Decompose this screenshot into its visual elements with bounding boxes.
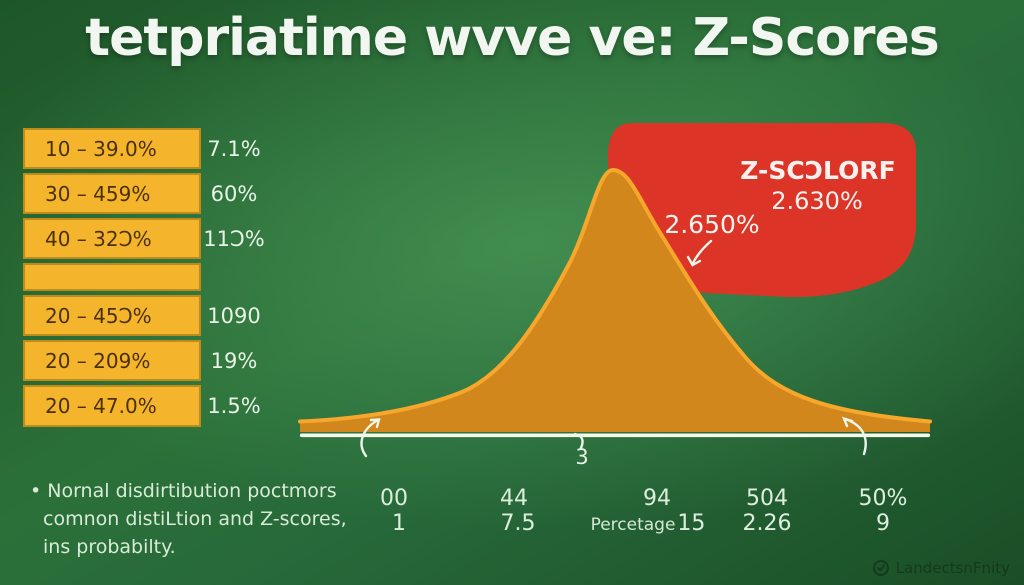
- table-row: 20 – 209% 19%: [23, 340, 267, 381]
- table-range-cell: 10 – 39.0%: [23, 128, 201, 169]
- table-range-cell: 30 – 459%: [23, 173, 201, 214]
- footnotes: • Nornal disdirtibution poctmors comnon …: [30, 477, 347, 561]
- axis-tick-row-2: 1 7.5 Percetage15 2.26 9: [0, 511, 1024, 537]
- table-value-cell: 19%: [210, 348, 258, 373]
- table-value-cell: 7.1%: [207, 136, 261, 161]
- table-range-cell: [23, 263, 201, 291]
- watermark: LandectsnFnity: [872, 559, 1010, 577]
- axis-tick-with-label: Percetage15: [591, 511, 706, 536]
- table-range-cell: 20 – 209%: [23, 340, 201, 381]
- table-row: 20 – 45Ɔ% 1090: [23, 295, 267, 336]
- left-curve-arrow: [360, 418, 380, 458]
- watermark-label: LandectsnFnity: [895, 559, 1010, 577]
- zscore-range-table: 10 – 39.0% 7.1% 30 – 459% 60% 40 – 32Ɔ% …: [23, 128, 267, 431]
- axis-tick: 15: [677, 511, 706, 536]
- axis-tick: 7.5: [500, 511, 536, 536]
- axis-tick: 504: [746, 486, 788, 511]
- axis-tick: 1: [392, 511, 406, 536]
- callout-value: 2.630%: [771, 187, 863, 215]
- table-row: 30 – 459% 60%: [23, 173, 267, 214]
- axis-tick: 94: [643, 486, 671, 511]
- page-title: tetpriatime wvve ve: Z-Scores: [85, 8, 940, 68]
- check-circle-icon: [872, 560, 889, 576]
- axis-tick-row-1: 00 44 94 504 50%: [0, 486, 1024, 512]
- table-row: 40 – 32Ɔ% 11Ɔ%: [23, 218, 267, 259]
- table-range-cell: 20 – 45Ɔ%: [23, 295, 201, 336]
- axis-tick: 9: [876, 511, 890, 536]
- axis-arrow-marks: [360, 239, 867, 458]
- axis-tick: 50%: [858, 486, 908, 511]
- bell-curve-outline: [298, 167, 932, 424]
- bell-curve-area: [300, 170, 930, 432]
- pointer-arrow: [691, 239, 713, 265]
- footnote-line: ins probabilty.: [43, 536, 176, 558]
- left-arrowhead: [369, 418, 381, 429]
- footnote-line: • Nornal disdirtibution poctmors: [30, 480, 337, 502]
- right-arrowhead: [841, 416, 854, 428]
- center-tick: [573, 432, 584, 450]
- axis-tick: 2.26: [742, 511, 792, 536]
- axis-baseline: [300, 433, 930, 438]
- table-value-cell: 60%: [210, 181, 258, 206]
- callout-bubble: [607, 123, 916, 298]
- table-row: 10 – 39.0% 7.1%: [23, 128, 267, 169]
- table-row-empty: [23, 263, 267, 291]
- pointer-label: 2.650%: [664, 210, 760, 239]
- footnote-line: comnon distiLtion and Z-scores,: [43, 508, 347, 530]
- table-row: 20 – 47.0% 1.5%: [23, 385, 267, 427]
- table-range-cell: 20 – 47.0%: [23, 385, 201, 427]
- axis-tick: 44: [500, 486, 528, 511]
- table-value-cell: 1090: [207, 303, 261, 328]
- axis-tick: 00: [380, 486, 408, 511]
- x-axis-title: Percetage: [590, 515, 676, 535]
- pointer-arrowhead: [686, 255, 702, 267]
- callout-heading: Z-SCƆLORF: [740, 156, 896, 185]
- table-range-cell: 40 – 32Ɔ%: [23, 218, 201, 259]
- table-value-cell: 11Ɔ%: [203, 226, 265, 251]
- table-value-cell: 1.5%: [207, 394, 261, 418]
- axis-center-label: 3: [575, 445, 589, 469]
